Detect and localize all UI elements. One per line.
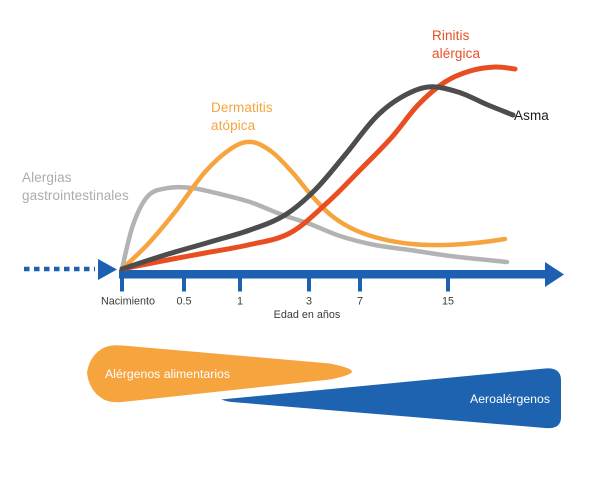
axis-tick-label: 0.5: [176, 296, 191, 308]
x-axis-title: Edad en años: [273, 309, 341, 321]
axis-tick-label: Nacimiento: [101, 296, 155, 308]
label-rinitis-alergica: Rinitis alérgica: [432, 28, 481, 61]
axis-tick-label: 1: [237, 296, 243, 308]
food-allergens-wedge: [87, 345, 352, 403]
curve-asma: [119, 84, 516, 272]
curve-alergias-gastrointestinales: [119, 184, 510, 272]
food-allergens-label: Alérgenos alimentarios: [104, 367, 231, 381]
curve-rinitis-al-rgica: [119, 64, 518, 272]
axis-tick-label: 3: [306, 296, 312, 308]
x-axis-line: [119, 270, 546, 279]
label-dermatitis-atopica: Dermatitis atópica: [211, 100, 273, 133]
axis-tick-label: 7: [357, 296, 363, 308]
curve-dermatitis-at-pica: [119, 139, 508, 272]
label-alergias-gastrointestinales: Alergias gastrointestinales: [22, 170, 129, 203]
aeroallergens-label: Aeroalérgenos: [470, 392, 550, 406]
x-axis-arrowhead-icon: [545, 262, 564, 287]
series-curves: [119, 64, 518, 272]
label-asma: Asma: [514, 108, 549, 123]
pre-birth-arrowhead-icon: [98, 259, 117, 280]
x-axis-ticks: Nacimiento 0.5 1 3 7 15: [101, 278, 454, 308]
aeroallergens-wedge: [221, 368, 561, 429]
axis-tick-label: 15: [442, 296, 454, 308]
